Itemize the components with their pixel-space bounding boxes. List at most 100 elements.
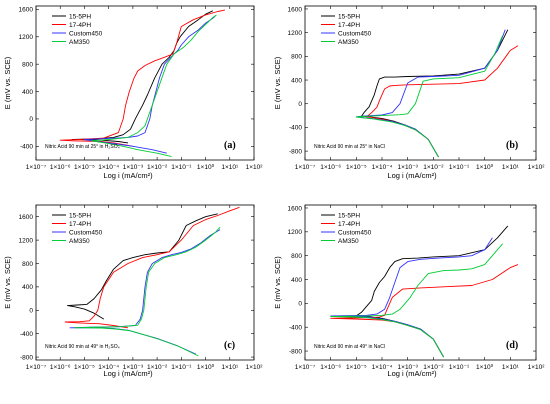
y-tick-label: -400	[20, 144, 33, 151]
y-tick-label: -400	[20, 331, 33, 338]
y-tick-label: -400	[289, 325, 302, 332]
y-tick-label: 1200	[288, 229, 303, 236]
x-axis-title: Log i (mA/cm²)	[387, 171, 437, 180]
y-tick-label: 1600	[288, 6, 303, 13]
x-tick-label: 1×10⁻³	[398, 164, 419, 171]
y-tick-label: 800	[22, 61, 33, 68]
x-tick-label: 1×10⁻⁵	[346, 164, 367, 171]
legend-entry: 15-5PH	[69, 13, 91, 20]
series-line-15-5ph	[361, 29, 509, 158]
condition-note: Nitric Acid 90 min at 49° in NaCl	[314, 344, 385, 350]
legend-entry: AM350	[69, 39, 90, 46]
x-tick-label: 1×10⁻⁷	[26, 364, 47, 371]
legend-entry: 15-5PH	[338, 212, 360, 219]
x-tick-label: 1×10⁻⁴	[372, 364, 393, 371]
y-tick-label: 1200	[19, 237, 34, 244]
legend-entry: 17-4PH	[69, 221, 91, 228]
legend-entry: Custom450	[69, 229, 103, 236]
y-tick-label: 0	[298, 301, 302, 308]
y-tick-label: 800	[22, 261, 33, 268]
y-tick-label: 400	[22, 284, 33, 291]
x-axis-title: Log i (mA/cm²)	[103, 369, 153, 378]
x-tick-label: 1×10⁻⁷	[26, 164, 47, 171]
x-tick-label: 1×10⁻²	[147, 364, 168, 371]
y-tick-label: -800	[289, 148, 302, 155]
x-tick-label: 1×10⁻⁴	[98, 364, 119, 371]
x-tick-label: 1×10⁻¹	[171, 164, 192, 171]
y-tick-label: 1200	[19, 34, 34, 41]
chart-panel-1: 1×10⁻⁷ 1×10⁻⁶ 1×10⁻⁵ 1×10⁻⁴ 1×10⁻³ 1×10⁻² 1×10…	[3, 5, 264, 180]
x-tick-label: 1×10⁻³	[123, 364, 144, 371]
series-line-custom450	[83, 15, 216, 154]
plot-frame	[304, 5, 537, 161]
legend-entry: 17-4PH	[69, 22, 91, 29]
y-tick-label: 1600	[19, 214, 34, 221]
y-tick-label: 400	[291, 277, 302, 284]
x-axis-title: Log i (mA/cm²)	[103, 171, 153, 180]
x-tick-label: 1×10²	[528, 164, 546, 171]
series-line-am350	[355, 35, 504, 158]
x-tick-label: 1×10⁻⁶	[50, 164, 71, 171]
y-tick-label: 400	[291, 77, 302, 84]
legend-entry: 15-5PH	[338, 13, 360, 20]
y-tick-label: -400	[289, 125, 302, 132]
x-tick-label: 1×10⁻¹	[449, 164, 470, 171]
series-line-custom450	[330, 237, 493, 358]
panel-label: (c)	[224, 340, 235, 351]
plot-frame	[35, 204, 255, 361]
chart-panel-3: 1×10⁻⁷ 1×10⁻⁶ 1×10⁻⁵ 1×10⁻⁴ 1×10⁻³ 1×10⁻² 1×10…	[3, 204, 264, 378]
legend-entry: 17-4PH	[338, 221, 360, 228]
plot-frame	[304, 204, 537, 361]
y-tick-label: -800	[20, 354, 33, 361]
legend-entry: 15-5PH	[69, 212, 91, 219]
y-axis-title: E (mV vs. SCE)	[273, 256, 282, 309]
x-tick-label: 1×10⁻¹	[449, 364, 470, 371]
x-tick-label: 1×10⁻⁴	[98, 164, 119, 171]
panel-label: (a)	[224, 140, 236, 151]
legend-entry: 17-4PH	[338, 22, 360, 29]
x-tick-label: 1×10⁻²	[423, 164, 444, 171]
x-tick-label: 1×10⁻⁵	[74, 164, 95, 171]
y-tick-label: 0	[298, 101, 302, 108]
series-line-am350	[74, 226, 221, 357]
y-axis-title: E (mV vs. SCE)	[3, 256, 12, 309]
y-tick-label: 1600	[19, 7, 34, 14]
chart-panel-2: 1×10⁻⁷ 1×10⁻⁶ 1×10⁻⁵ 1×10⁻⁴ 1×10⁻³ 1×10⁻² 1×10…	[273, 5, 546, 180]
x-tick-label: 1×10⁰	[197, 163, 215, 171]
y-tick-label: 400	[22, 89, 33, 96]
x-tick-label: 1×10⁻⁵	[346, 364, 367, 371]
series-line-am350	[330, 243, 503, 358]
series-line-17-4ph	[59, 9, 225, 147]
x-tick-label: 1×10⁻⁶	[320, 164, 341, 171]
x-tick-label: 1×10²	[246, 364, 264, 371]
y-tick-label: 0	[29, 116, 33, 123]
condition-note: Nitric Acid 90 min at 25° in H₂SO₄	[45, 144, 120, 150]
x-tick-label: 1×10⁻⁶	[320, 364, 341, 371]
series-line-15-5ph	[67, 213, 218, 320]
series-line-custom450	[69, 229, 221, 355]
x-tick-label: 1×10⁻⁵	[74, 364, 95, 371]
x-tick-label: 1×10⁰	[476, 363, 494, 371]
x-tick-label: 1×10¹	[502, 364, 520, 371]
x-tick-label: 1×10⁻²	[423, 364, 444, 371]
legend-entry: Custom450	[338, 30, 372, 37]
x-tick-label: 1×10²	[246, 164, 264, 171]
condition-note: Nitric Acid 90 min at 25° in NaCl	[314, 144, 385, 150]
x-tick-label: 1×10²	[528, 364, 546, 371]
series-line-17-4ph	[366, 45, 519, 158]
y-tick-label: 1600	[288, 205, 303, 212]
x-tick-label: 1×10¹	[221, 164, 239, 171]
panel-label: (b)	[506, 140, 518, 151]
series-line-am350	[91, 14, 217, 158]
x-tick-label: 1×10⁻³	[398, 364, 419, 371]
series-line-custom450	[355, 29, 506, 158]
x-tick-label: 1×10¹	[221, 364, 239, 371]
legend-entry: AM350	[69, 238, 90, 245]
legend-entry: AM350	[338, 238, 359, 245]
series-line-15-5ph	[355, 225, 509, 358]
series-line-17-4ph	[64, 206, 240, 329]
x-tick-label: 1×10¹	[502, 164, 520, 171]
y-tick-label: 800	[291, 54, 302, 61]
y-axis-title: E (mV vs. SCE)	[3, 56, 12, 109]
